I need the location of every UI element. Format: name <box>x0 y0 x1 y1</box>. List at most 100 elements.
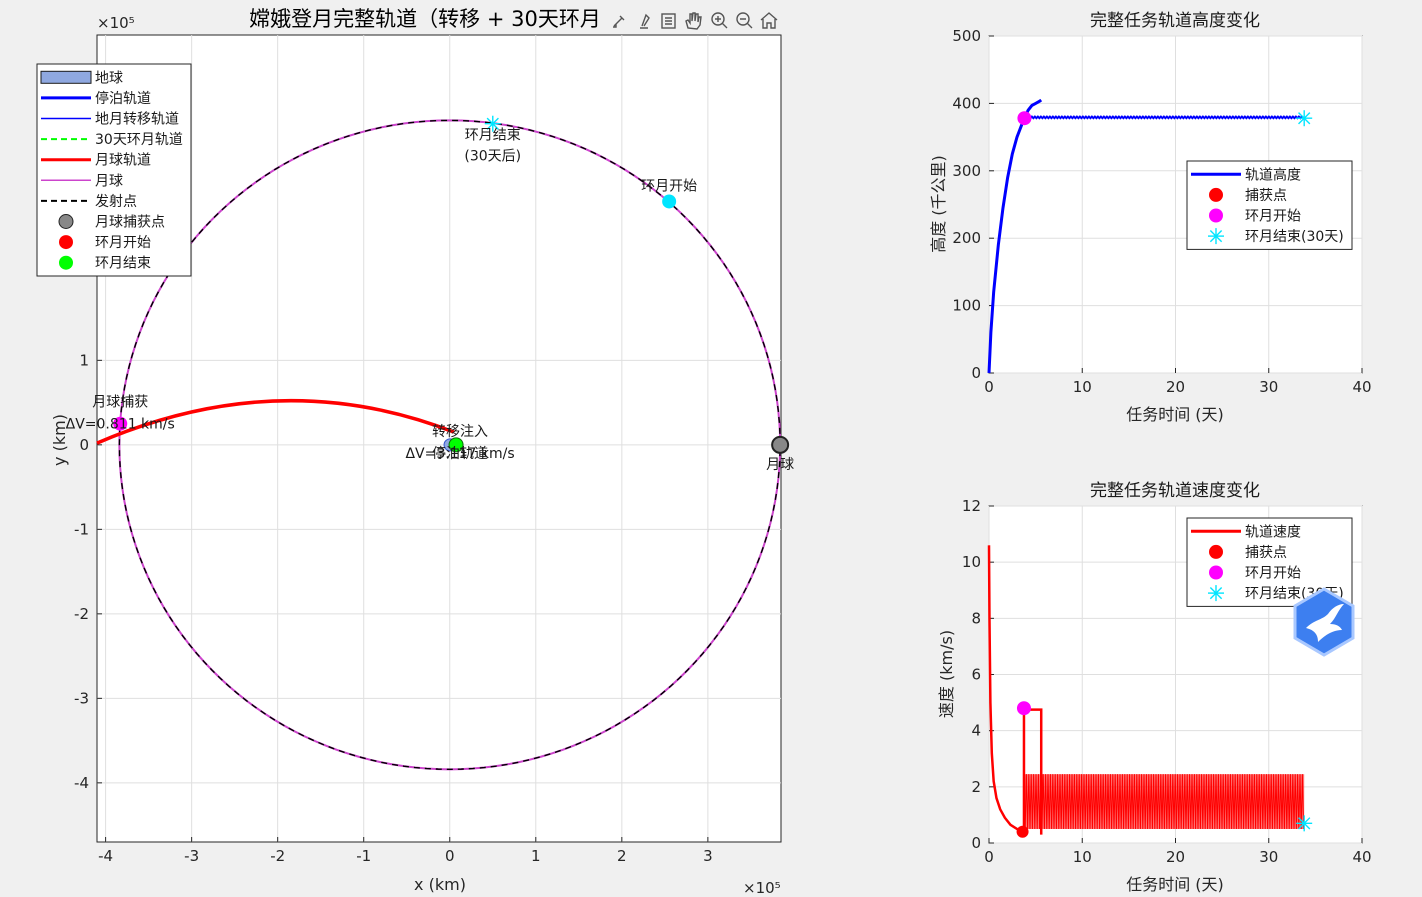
alt-xtick-label: 40 <box>1352 378 1371 396</box>
legend-swatch-asterisk <box>1208 228 1224 245</box>
vel-ytick-label: 4 <box>971 722 981 740</box>
legend-entry-label: 月球 <box>95 173 123 189</box>
trajectory-x-exponent: ×10⁵ <box>743 879 781 897</box>
brush-icon[interactable] <box>613 15 625 28</box>
vel-xtick-label: 30 <box>1259 848 1278 866</box>
home-icon[interactable] <box>760 12 778 29</box>
alt-xtick-label: 10 <box>1073 378 1092 396</box>
trajectory-title: 嫦娥登月完整轨道（转移 + 30天环月 <box>249 7 601 31</box>
traj-ytick-label: 1 <box>79 351 89 369</box>
traj-ytick-label: 0 <box>79 436 89 454</box>
altitude-ascent-line <box>987 98 1043 374</box>
traj-xtick-label: 1 <box>531 847 541 865</box>
bird-badge-icon[interactable] <box>1293 587 1355 657</box>
trajectory-y-exponent: ×10⁵ <box>97 14 135 32</box>
legend-entry-label: 月球轨道 <box>95 153 151 169</box>
legend-entry-label: 月球捕获点 <box>95 215 165 231</box>
vel-ytick-label: 2 <box>971 778 981 796</box>
legend-swatch-patch <box>40 70 92 84</box>
alt-xtick-label: 20 <box>1166 378 1185 396</box>
traj-xtick-label: -3 <box>184 847 199 865</box>
legend-entry-label: 环月开始 <box>1245 566 1301 582</box>
annotation-tli-dv: ΔV=3.117 km/s <box>405 446 514 462</box>
legend-swatch-circle <box>59 255 73 270</box>
velocity-ylabel: 速度 (km/s) <box>937 630 956 718</box>
annotation-circ-end: 环月结束 <box>465 128 521 144</box>
vel-xtick-label: 10 <box>1073 848 1092 866</box>
traj-xtick-label: 2 <box>617 847 627 865</box>
velocity-xlabel: 任务时间 (天) <box>1126 875 1224 894</box>
vel-xtick-label: 0 <box>984 848 994 866</box>
hand-icon[interactable] <box>685 12 702 30</box>
annotation-moon: 月球 <box>766 457 794 473</box>
pan-icon[interactable] <box>661 13 676 29</box>
traj-ytick-label: -4 <box>74 774 89 792</box>
traj-ytick-label: -2 <box>74 605 89 623</box>
alt-xtick-label: 0 <box>984 378 994 396</box>
circ-start-marker <box>662 194 677 209</box>
transfer-trajectory-line <box>96 398 455 445</box>
circ-end-origin-marker <box>448 437 464 453</box>
altitude-title: 完整任务轨道高度变化 <box>1090 11 1260 31</box>
altitude-circ-end-marker <box>1296 110 1313 127</box>
legend-swatch-asterisk <box>1208 585 1224 602</box>
velocity-oscillation-fill <box>1023 774 1305 829</box>
legend-entry-label: 环月开始 <box>95 235 151 251</box>
legend-entry-label: 发射点 <box>95 194 137 210</box>
legend-swatch-circle <box>1209 544 1223 559</box>
traj-ytick-label: -1 <box>74 520 89 538</box>
legend-entry-label: 地月转移轨道 <box>95 112 179 128</box>
alt-xtick-label: 30 <box>1259 378 1278 396</box>
trajectory-ylabel: y (km) <box>50 414 69 466</box>
circ-end-marker-stroke <box>486 117 499 130</box>
legend-entry-label: 环月开始 <box>1245 209 1301 225</box>
altitude-xlabel: 任务时间 (天) <box>1126 405 1224 424</box>
legend-swatch-asterisk-stroke <box>1209 229 1223 243</box>
trajectory-axes: -4 -3 -2 -1 0 1 2 3-4-3-2-101 环月结束(30天后)环月开始月球捕… <box>66 34 794 865</box>
legend-swatch-asterisk-stroke <box>1209 586 1223 600</box>
axes-toolbar <box>613 12 778 30</box>
vel-xtick-label: 40 <box>1352 848 1371 866</box>
traj-xtick-label: -2 <box>270 847 285 865</box>
legend-swatch-circle <box>1209 208 1223 223</box>
traj-xtick-label: 0 <box>445 847 455 865</box>
legend-entry-label: 轨道高度 <box>1245 166 1301 183</box>
traj-xtick-label: -1 <box>356 847 371 865</box>
zoom-in-icon[interactable] <box>711 12 728 29</box>
legend-entry-label: 捕获点 <box>1245 188 1287 204</box>
altitude-plateau-line <box>1022 115 1305 120</box>
velocity-circ-end-marker <box>1296 815 1313 832</box>
velocity-line <box>987 545 1043 835</box>
moon-marker <box>771 435 790 454</box>
zoom-out-icon[interactable] <box>736 12 753 29</box>
legend-entry-label: 环月结束(30天) <box>1245 229 1344 245</box>
vel-ytick-label: 0 <box>971 834 981 852</box>
trajectory-plot-area <box>96 34 782 843</box>
vel-ytick-label: 12 <box>962 497 981 515</box>
altitude-circ-end-marker-stroke <box>1298 112 1311 125</box>
vel-ytick-label: 8 <box>971 609 981 627</box>
legend-swatch-circle <box>59 235 73 250</box>
velocity-circ-start-marker <box>1016 701 1031 716</box>
legend-entry-label: 轨道速度 <box>1245 524 1301 540</box>
legend-swatch-circle <box>1209 187 1223 202</box>
annotation-parking-orbit: 停泊轨道 <box>432 445 488 462</box>
data-tip-icon[interactable] <box>640 13 650 29</box>
annotation-capture-dv: ΔV=0.811 km/s <box>66 417 175 433</box>
alt-ytick-label: 300 <box>952 162 981 180</box>
altitude-circ-start-marker <box>1017 111 1032 126</box>
legend-entry-label: 30天环月轨道 <box>95 132 183 148</box>
velocity-capture-marker <box>1016 825 1029 838</box>
legend-entry-label: 停泊轨道 <box>95 90 151 107</box>
alt-ytick-label: 100 <box>952 297 981 315</box>
alt-ytick-label: 500 <box>952 27 981 45</box>
annotation-tli: 转移注入 <box>432 424 488 440</box>
traj-ytick-label: -3 <box>74 689 89 707</box>
legend-swatch-circle <box>1209 565 1223 580</box>
velocity-circ-end-marker-stroke <box>1298 817 1311 830</box>
legend-entry-label: 捕获点 <box>1245 545 1287 561</box>
